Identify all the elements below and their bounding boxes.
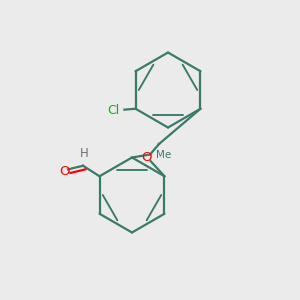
Text: O: O bbox=[142, 151, 152, 164]
Text: O: O bbox=[59, 165, 70, 178]
Text: Me: Me bbox=[156, 149, 171, 160]
Text: H: H bbox=[80, 147, 89, 160]
Text: Cl: Cl bbox=[107, 104, 119, 117]
